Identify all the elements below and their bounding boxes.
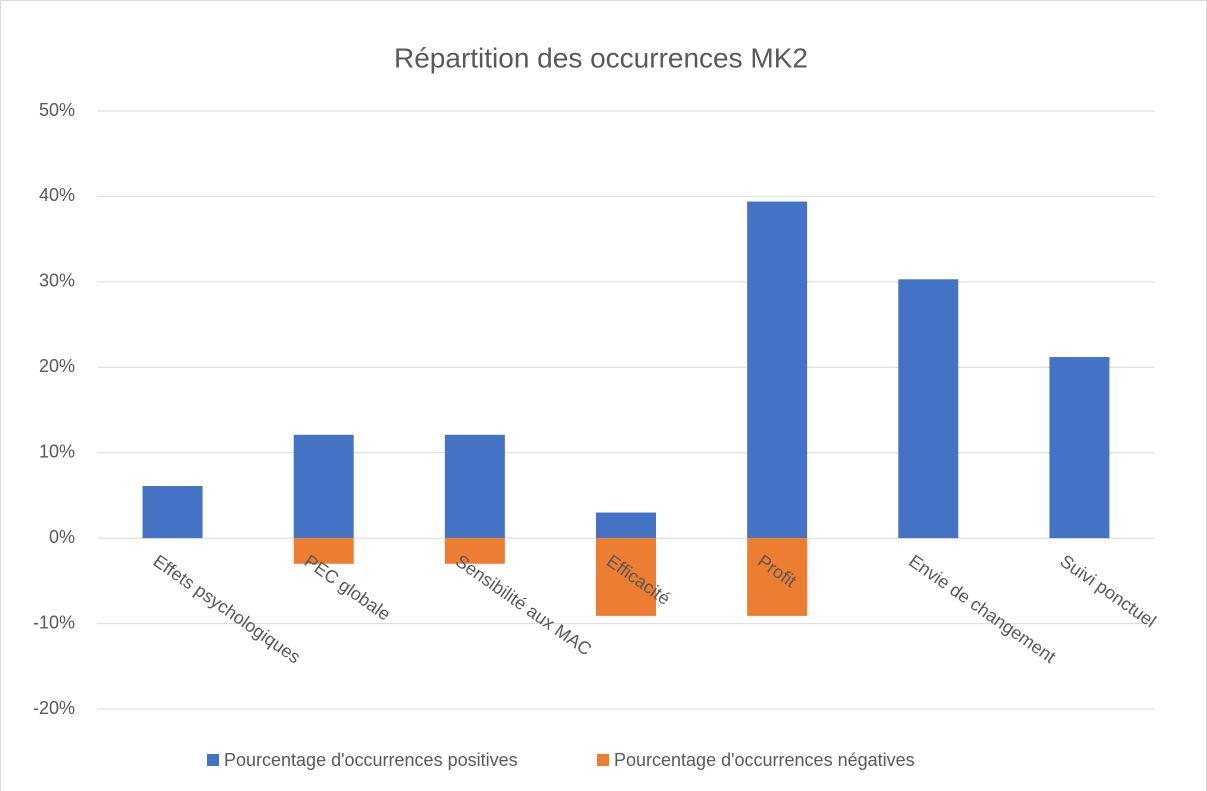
bar <box>596 538 656 616</box>
bar <box>444 538 505 564</box>
bar <box>293 538 354 564</box>
bar <box>747 538 808 616</box>
y-tick-label: 10% <box>39 441 75 461</box>
y-tick-label: 30% <box>39 271 75 291</box>
y-tick-label: 50% <box>39 100 75 120</box>
bar <box>444 434 505 539</box>
chart-title: Répartition des occurrences MK2 <box>394 42 808 73</box>
legend-label: Pourcentage d'occurrences négatives <box>614 750 915 770</box>
y-tick-label: 20% <box>39 356 75 376</box>
bar <box>747 201 808 539</box>
bar <box>293 434 354 539</box>
y-tick-label: -10% <box>33 612 75 632</box>
y-tick-label: 40% <box>39 185 75 205</box>
bar <box>1049 357 1110 539</box>
legend-swatch <box>597 754 609 766</box>
y-tick-label: -20% <box>33 698 75 718</box>
y-tick-label: 0% <box>49 527 75 547</box>
legend-label: Pourcentage d'occurrences positives <box>224 750 518 770</box>
bar <box>142 486 203 539</box>
bar <box>898 279 959 539</box>
legend-swatch <box>207 754 219 766</box>
bar <box>596 512 656 539</box>
